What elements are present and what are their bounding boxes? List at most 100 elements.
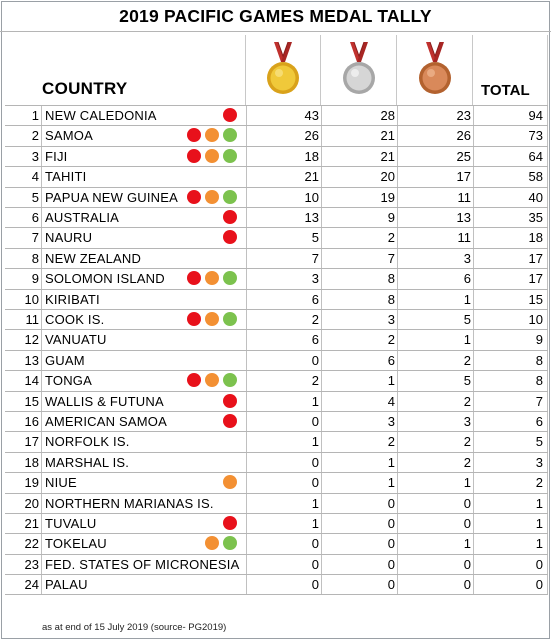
silver-count-cell-text: 1 (387, 454, 395, 470)
rank-cell-text: 15 (24, 393, 39, 409)
silver-count-cell: 8 (321, 289, 397, 309)
table-row: 19 NIUE 0 1 1 2 (5, 472, 548, 493)
bronze-count-cell: 0 (397, 554, 473, 575)
silver-count-cell-text: 0 (387, 536, 395, 552)
table-row: 17 NORFOLK IS. 1 2 2 5 (5, 431, 548, 452)
orange-dot-icon (205, 271, 219, 286)
silver-count-cell: 3 (321, 310, 397, 330)
silver-count-cell-text: 0 (387, 516, 395, 531)
rank-cell-text: 11 (25, 312, 40, 327)
country-cell: NEW CALEDONIA (41, 106, 246, 126)
table-row: 6 AUSTRALIA 13 9 13 35 (5, 207, 548, 228)
bronze-count-cell: 1 (397, 534, 473, 554)
red-dot-icon (223, 516, 237, 530)
orange-dot-icon (205, 536, 219, 551)
green-dot-icon (223, 536, 237, 551)
bronze-count-cell: 11 (397, 187, 473, 207)
country-cell-text: AUSTRALIA (45, 210, 120, 225)
silver-count-cell-text: 1 (387, 373, 395, 389)
total-count-cell-text: 73 (528, 128, 543, 144)
rank-cell: 5 (5, 188, 41, 207)
red-dot-icon (223, 414, 237, 428)
total-count-cell-text: 10 (528, 312, 543, 327)
table-row: 23 FED. STATES OF MICRONESIA 0 0 0 0 (5, 553, 548, 575)
rank-cell: 20 (5, 494, 41, 513)
total-count-cell-text: 18 (528, 230, 543, 246)
red-dot-icon (223, 210, 237, 224)
rank-cell-text: 12 (24, 332, 39, 348)
total-count-cell: 0 (473, 554, 548, 575)
green-dot-icon (223, 128, 237, 143)
rank-cell: 24 (5, 575, 41, 593)
country-cell: VANUATU (41, 330, 246, 350)
bronze-count-cell-text: 17 (456, 169, 471, 185)
country-cell: NORFOLK IS. (41, 432, 246, 452)
silver-count-cell-text: 9 (387, 210, 395, 225)
gold-count-cell: 2 (246, 371, 321, 391)
bronze-count-cell-text: 1 (463, 475, 471, 491)
status-dots (187, 108, 245, 123)
rank-cell: 13 (5, 351, 41, 370)
country-header: COUNTRY (42, 79, 128, 98)
country-cell-text: NORTHERN MARIANAS IS. (45, 495, 214, 511)
bronze-count-cell: 1 (397, 330, 473, 350)
bronze-count-cell-text: 11 (457, 230, 472, 246)
country-cell: COOK IS. (41, 310, 246, 330)
red-dot-icon (187, 148, 201, 163)
rank-cell: 22 (5, 534, 41, 553)
silver-count-cell: 21 (321, 126, 397, 146)
bronze-count-cell-text: 1 (463, 291, 471, 307)
bronze-count-cell: 0 (397, 493, 473, 513)
bronze-count-cell: 13 (397, 208, 473, 228)
total-count-cell: 58 (473, 167, 548, 187)
total-count-cell: 17 (473, 269, 548, 289)
gold-count-cell: 7 (246, 248, 321, 269)
total-count-cell: 8 (473, 371, 548, 391)
total-count-cell-text: 6 (535, 414, 543, 429)
rank-cell: 21 (5, 514, 41, 533)
table-row: 16 AMERICAN SAMOA 0 3 3 6 (5, 411, 548, 432)
country-cell: SAMOA (41, 126, 246, 146)
country-cell-text: COOK IS. (45, 312, 105, 327)
silver-count-cell: 21 (321, 146, 397, 167)
rank-cell: 14 (5, 371, 41, 390)
table-row: 3 FIJI 18 21 25 64 (5, 145, 548, 167)
gold-count-cell-text: 26 (304, 128, 319, 144)
bronze-count-cell-text: 2 (463, 454, 471, 470)
total-count-cell: 35 (473, 208, 548, 228)
gold-count-cell-text: 1 (311, 495, 319, 511)
gold-count-cell-text: 13 (304, 210, 319, 225)
silver-count-cell-text: 2 (387, 332, 395, 348)
gold-count-cell-text: 21 (304, 169, 319, 185)
red-dot-icon (223, 230, 237, 245)
total-count-cell-text: 0 (535, 556, 543, 572)
silver-count-cell: 3 (321, 412, 397, 432)
bronze-count-cell-text: 3 (463, 250, 471, 266)
bronze-count-cell-text: 3 (463, 414, 471, 429)
rank-cell-text: 10 (24, 291, 39, 307)
total-count-cell: 15 (473, 289, 548, 309)
status-dots (187, 312, 245, 327)
orange-dot-icon (205, 148, 219, 163)
table-row: 12 VANUATU 6 2 1 9 (5, 329, 548, 350)
table-row: 7 NAURU 5 2 11 18 (5, 227, 548, 248)
silver-count-cell: 0 (321, 575, 397, 594)
bronze-count-cell-text: 0 (463, 577, 471, 593)
status-dots (187, 475, 245, 490)
country-cell-text: FED. STATES OF MICRONESIA (45, 556, 240, 572)
total-count-cell-text: 64 (528, 148, 543, 164)
rank-cell: 10 (5, 290, 41, 309)
country-cell: TOKELAU (41, 534, 246, 554)
table-row: 8 NEW ZEALAND 7 7 3 17 (5, 247, 548, 269)
gold-count-cell-text: 7 (311, 250, 319, 266)
silver-count-cell: 0 (321, 554, 397, 575)
status-dots (187, 210, 245, 225)
silver-count-cell-text: 4 (387, 393, 395, 409)
country-cell: PALAU (41, 575, 246, 594)
total-count-cell: 6 (473, 412, 548, 432)
bronze-count-cell: 5 (397, 310, 473, 330)
rank-cell: 23 (5, 555, 41, 574)
rank-cell-text: 19 (24, 475, 39, 491)
total-count-cell: 73 (473, 126, 548, 146)
status-dots (187, 414, 245, 429)
